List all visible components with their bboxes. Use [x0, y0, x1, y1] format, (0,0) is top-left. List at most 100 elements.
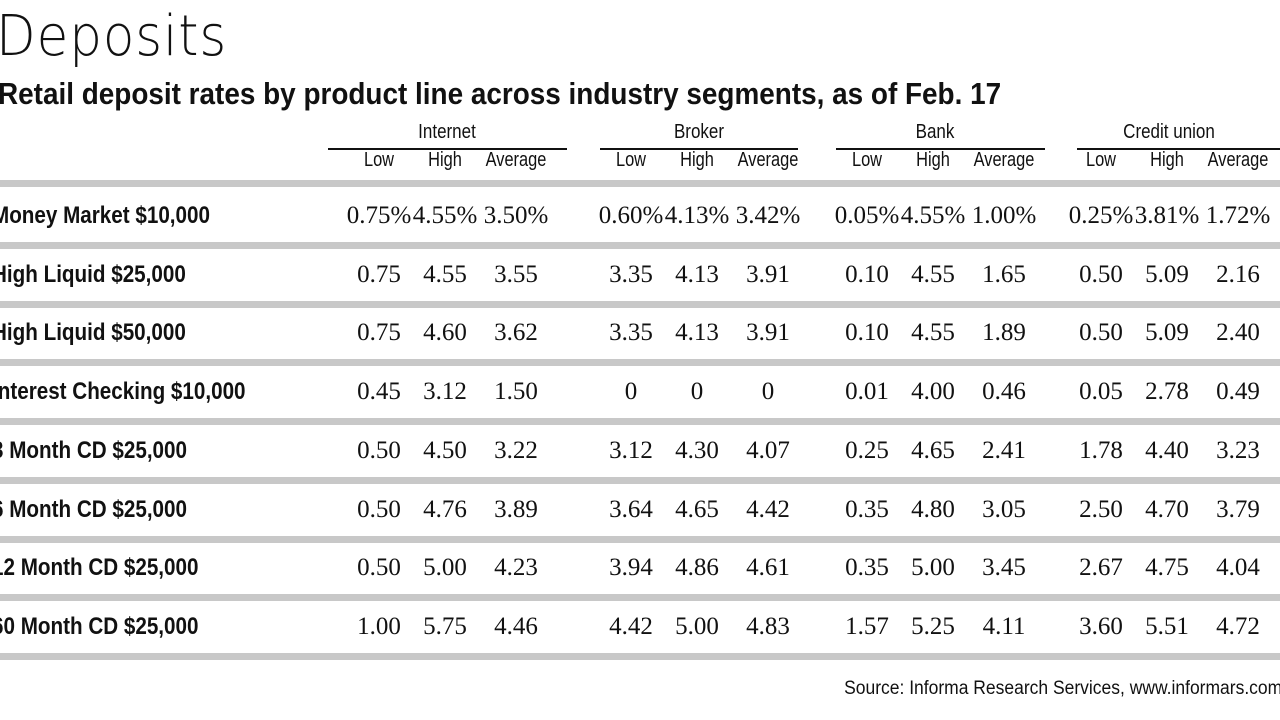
- table-cell: 5.25: [911, 612, 955, 640]
- table-cell: 4.30: [675, 436, 719, 464]
- table-cell: 2.67: [1079, 554, 1123, 582]
- table-cell: 4.13%: [664, 202, 730, 229]
- table-cell: 4.83: [746, 612, 790, 640]
- table-cell: 1.78: [1079, 436, 1123, 464]
- column-header-high: High: [680, 149, 714, 171]
- table-cell: 1.89: [982, 319, 1026, 347]
- table-cell: 0.10: [845, 260, 889, 288]
- table-cell: 0.45: [357, 378, 401, 406]
- table-cell: 0.10: [845, 319, 889, 347]
- column-header-average: Average: [737, 149, 799, 171]
- table-cell: 5.09: [1145, 260, 1189, 288]
- table-cell: 5.00: [675, 612, 719, 640]
- row-divider: [0, 476, 1280, 484]
- table-cell: 0: [690, 378, 704, 406]
- row-label: High Liquid $50,000: [0, 319, 186, 347]
- table-cell: 4.55%: [900, 202, 966, 229]
- table-cell: 4.55%: [412, 202, 478, 229]
- table-cell: 0.25: [845, 436, 889, 464]
- segment-header-broker: Broker: [673, 121, 725, 143]
- table-cell: 4.55: [911, 260, 955, 288]
- table-cell: 0.35: [845, 495, 889, 523]
- table-cell: 0.50: [357, 436, 401, 464]
- table-cell: 4.80: [911, 495, 955, 523]
- table-cell: 2.41: [982, 436, 1026, 464]
- table-cell: 3.60: [1079, 612, 1123, 640]
- header-divider: [0, 180, 1280, 187]
- table-cell: 3.91: [746, 260, 790, 288]
- table-cell: 4.50: [423, 436, 467, 464]
- row-divider: [0, 359, 1280, 367]
- table-cell: 1.65: [982, 260, 1026, 288]
- chart-title: Deposits: [0, 4, 228, 69]
- table-cell: 4.55: [911, 319, 955, 347]
- row-divider: [0, 594, 1280, 602]
- column-header-low: Low: [363, 149, 395, 171]
- table-cell: 3.42%: [735, 202, 801, 229]
- table-cell: 4.86: [675, 554, 719, 582]
- row-divider: [0, 652, 1280, 660]
- table-cell: 3.50%: [483, 202, 549, 229]
- table-cell: 0: [624, 378, 638, 406]
- table-cell: 0.50: [1079, 260, 1123, 288]
- table-cell: 4.07: [746, 436, 790, 464]
- column-header-high: High: [1150, 149, 1184, 171]
- segment-header-bank: Bank: [915, 121, 955, 143]
- table-cell: 2.78: [1145, 378, 1189, 406]
- table-cell: 4.46: [494, 612, 538, 640]
- table-cell: 3.23: [1216, 436, 1260, 464]
- table-cell: 4.76: [423, 495, 467, 523]
- segment-rule: [600, 148, 798, 150]
- table-cell: 0.46: [982, 378, 1026, 406]
- table-cell: 3.35: [609, 319, 653, 347]
- table-cell: 1.50: [494, 378, 538, 406]
- table-cell: 4.65: [911, 436, 955, 464]
- table-cell: 4.13: [675, 260, 719, 288]
- table-cell: 3.12: [423, 378, 467, 406]
- column-header-average: Average: [485, 149, 547, 171]
- table-cell: 1.00%: [971, 202, 1037, 229]
- table-cell: 3.79: [1216, 495, 1260, 523]
- table-cell: 4.55: [423, 260, 467, 288]
- row-label: 60 Month CD $25,000: [0, 612, 199, 640]
- segment-rule: [836, 148, 1045, 150]
- table-cell: 0.25%: [1068, 202, 1134, 229]
- segment-header-internet: Internet: [418, 121, 476, 143]
- table-cell: 4.40: [1145, 436, 1189, 464]
- column-header-high: High: [916, 149, 950, 171]
- table-cell: 3.22: [494, 436, 538, 464]
- column-header-low: Low: [615, 149, 647, 171]
- table-cell: 5.75: [423, 612, 467, 640]
- column-header-average: Average: [1207, 149, 1269, 171]
- table-cell: 1.57: [845, 612, 889, 640]
- table-cell: 0.50: [357, 495, 401, 523]
- table-cell: 3.64: [609, 495, 653, 523]
- row-divider: [0, 418, 1280, 426]
- column-header-low: Low: [1085, 149, 1117, 171]
- table-cell: 0.60%: [598, 202, 664, 229]
- table-cell: 3.35: [609, 260, 653, 288]
- source-note: Source: Informa Research Services, www.i…: [843, 678, 1280, 699]
- table-cell: 0.75%: [346, 202, 412, 229]
- table-cell: 4.00: [911, 378, 955, 406]
- table-cell: 0.75: [357, 260, 401, 288]
- table-cell: 4.42: [746, 495, 790, 523]
- table-cell: 0.49: [1216, 378, 1260, 406]
- row-label: 12 Month CD $25,000: [0, 554, 199, 582]
- table-cell: 5.09: [1145, 319, 1189, 347]
- table-cell: 5.00: [911, 554, 955, 582]
- column-header-average: Average: [973, 149, 1035, 171]
- table-cell: 3.81%: [1134, 202, 1200, 229]
- table-cell: 0.05%: [834, 202, 900, 229]
- table-cell: 4.70: [1145, 495, 1189, 523]
- table-cell: 4.60: [423, 319, 467, 347]
- table-cell: 4.13: [675, 319, 719, 347]
- table-cell: 4.75: [1145, 554, 1189, 582]
- row-divider: [0, 300, 1280, 308]
- table-cell: 0: [761, 378, 775, 406]
- row-label: 6 Month CD $25,000: [0, 495, 187, 523]
- row-label: Money Market $10,000: [0, 202, 210, 229]
- table-cell: 4.42: [609, 612, 653, 640]
- table-cell: 1.00: [357, 612, 401, 640]
- table-cell: 3.91: [746, 319, 790, 347]
